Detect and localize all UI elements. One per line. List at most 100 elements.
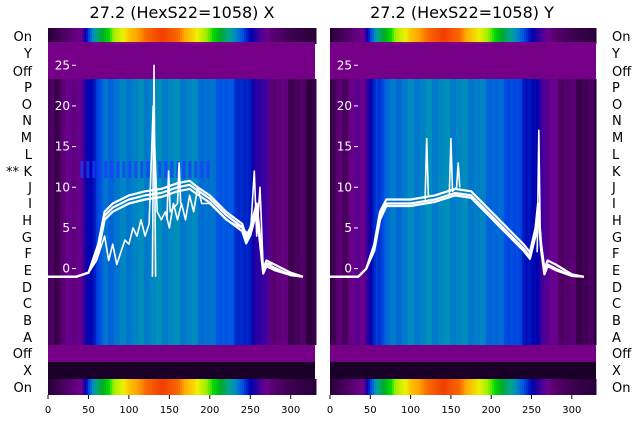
band-cell-on-bottom (110, 379, 113, 395)
body-cell (334, 79, 337, 345)
band-cell-on-top (210, 28, 213, 44)
inner-y-tick-label: 10 (337, 180, 352, 194)
band-cell-on-bottom (388, 379, 391, 395)
band-cell-on-bottom (314, 379, 317, 395)
band-cell-on-bottom (282, 379, 285, 395)
body-cell (436, 79, 439, 345)
band-cell-on-top (476, 28, 479, 44)
band-cell-on-bottom (586, 379, 589, 395)
band-cell-on-bottom (400, 379, 403, 395)
band-cell-on-top (80, 28, 83, 44)
band-cell-on-bottom (300, 379, 303, 395)
band-cell-on-bottom (150, 379, 153, 395)
inner-y-tick-label: 25 (337, 58, 352, 72)
band-cell-on-top (528, 28, 531, 44)
band-cell-on-bottom (158, 379, 161, 395)
row-label: K (612, 165, 621, 180)
band-cell-on-top (250, 28, 253, 44)
band-cell-on-bottom (184, 379, 187, 395)
body-cell (520, 79, 523, 345)
body-cell (244, 79, 247, 345)
band-cell-on-bottom (102, 379, 105, 395)
band-cell-on-top (156, 28, 159, 44)
row-label: X (23, 364, 32, 379)
band-cell-on-top (486, 28, 489, 44)
body-cell (62, 79, 65, 345)
body-cell (474, 79, 477, 345)
band-cell-on-top (298, 28, 301, 44)
band-cell-on-bottom (232, 379, 235, 395)
row-label: Y (23, 47, 32, 62)
body-cell (314, 79, 317, 345)
band-cell-on-bottom (520, 379, 523, 395)
band-cell-on-top (84, 28, 87, 44)
body-cell (406, 79, 409, 345)
band-cell-on-top (438, 28, 441, 44)
band-cell-on-top (218, 28, 221, 44)
band-cell-on-bottom (84, 379, 87, 395)
row-label: B (612, 314, 621, 329)
band-cell-on-top (96, 28, 99, 44)
highlight-row-stripe (140, 161, 144, 178)
band-cell-on-top (460, 28, 463, 44)
body-cell (200, 79, 203, 345)
band-cell-on-top (232, 28, 235, 44)
band-cell-on-top (368, 28, 371, 44)
body-cell (556, 79, 559, 345)
body-cell (232, 79, 235, 345)
body-cell (138, 79, 141, 345)
body-cell (132, 79, 135, 345)
band-cell-on-bottom (156, 379, 159, 395)
body-cell (494, 79, 497, 345)
band-cell-on-top (138, 28, 141, 44)
body-cell (144, 79, 147, 345)
band-cell-on-bottom (592, 379, 595, 395)
body-cell (146, 79, 149, 345)
band-cell-on-top (358, 28, 361, 44)
body-cell (448, 79, 451, 345)
body-cell (420, 79, 423, 345)
body-cell (504, 79, 507, 345)
body-cell (66, 79, 69, 345)
band-cell-on-top (110, 28, 113, 44)
band-cell-on-top (300, 28, 303, 44)
band-cell-on-bottom (406, 379, 409, 395)
body-cell (586, 79, 589, 345)
row-label: Off (612, 65, 632, 80)
band-cell-on-bottom (140, 379, 143, 395)
band-cell-on-bottom (514, 379, 517, 395)
band-cell-on-top (590, 28, 593, 44)
body-cell (456, 79, 459, 345)
body-cell (306, 79, 309, 345)
band-cell-on-bottom (384, 379, 387, 395)
body-cell (368, 79, 371, 345)
off-band-bottom (48, 345, 315, 362)
body-cell (472, 79, 475, 345)
band-cell-on-bottom (238, 379, 241, 395)
row-label: K (23, 165, 32, 180)
band-cell-on-bottom (48, 379, 51, 395)
body-cell (362, 79, 365, 345)
band-cell-on-bottom (436, 379, 439, 395)
row-label: O (612, 98, 622, 113)
row-label: C (612, 297, 621, 312)
band-cell-on-top (264, 28, 267, 44)
body-cell (488, 79, 491, 345)
body-cell (50, 79, 53, 345)
band-cell-on-bottom (254, 379, 257, 395)
series-line (424, 137, 430, 200)
body-cell (126, 79, 129, 345)
band-cell-on-top (98, 28, 101, 44)
band-cell-on-top (230, 28, 233, 44)
band-cell-on-bottom (52, 379, 55, 395)
body-cell (228, 79, 231, 345)
band-cell-on-bottom (134, 379, 137, 395)
band-cell-on-top (238, 28, 241, 44)
band-cell-on-top (198, 28, 201, 44)
body-cell (276, 79, 279, 345)
band-cell-on-bottom (350, 379, 353, 395)
band-cell-on-bottom (450, 379, 453, 395)
band-cell-on-top (414, 28, 417, 44)
body-cell (348, 79, 351, 345)
band-cell-on-top (522, 28, 525, 44)
